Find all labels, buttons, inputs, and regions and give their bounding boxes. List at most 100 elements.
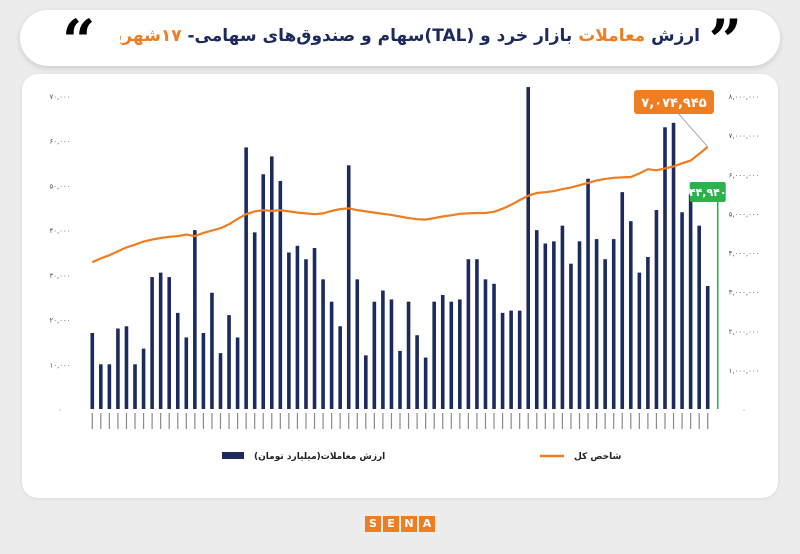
- bar: [483, 279, 488, 409]
- bar-annotation-box: [689, 182, 726, 202]
- x-tick-mark: [707, 413, 709, 429]
- bar: [526, 87, 531, 410]
- right-axis-tick-label: ۱,۰۰۰,۰۰۰: [729, 367, 760, 375]
- x-tick-mark: [254, 413, 256, 429]
- open-quote-icon: “: [62, 7, 96, 75]
- title-part3: بازار خرد و (TAL)سهام و صندوق‌های سهامی-: [187, 26, 573, 46]
- bar: [244, 147, 248, 409]
- bar: [586, 178, 590, 409]
- chart-title: ارزش معاملات بازار خرد و (TAL)سهام و صند…: [120, 26, 700, 46]
- x-tick-mark: [630, 413, 632, 429]
- bar: [475, 259, 479, 409]
- bar: [184, 337, 189, 409]
- x-tick-mark: [690, 413, 692, 429]
- x-tick-mark: [527, 413, 529, 429]
- bar: [697, 225, 701, 409]
- right-axis-tick-label: ۳,۰۰۰,۰۰۰: [729, 289, 760, 297]
- bar: [492, 283, 496, 409]
- x-tick-mark: [407, 413, 410, 429]
- x-tick-mark: [331, 413, 333, 429]
- bar: [458, 299, 462, 409]
- bar: [167, 277, 172, 409]
- x-tick-mark: [604, 413, 606, 429]
- bar: [680, 212, 684, 409]
- bar: [124, 326, 129, 409]
- bar: [99, 364, 103, 409]
- bar: [304, 259, 308, 409]
- bar: [329, 301, 334, 409]
- bar: [569, 263, 573, 409]
- x-tick-mark: [262, 413, 264, 429]
- x-tick-mark: [271, 413, 273, 429]
- bar: [398, 350, 402, 409]
- bar: [654, 210, 659, 409]
- x-tick-mark: [185, 413, 187, 429]
- bar: [210, 292, 214, 409]
- title-part2: معاملات: [578, 26, 646, 46]
- bar: [372, 301, 377, 409]
- x-tick-mark: [647, 413, 649, 429]
- bar: [637, 272, 642, 409]
- right-axis-tick-label: ۸,۰۰۰,۰۰۰: [729, 93, 760, 101]
- bar: [406, 301, 411, 409]
- left-axis-tick-label: ۷۰,۰۰۰: [49, 93, 70, 101]
- x-tick-mark: [160, 413, 162, 429]
- title-bar: “ ارزش معاملات بازار خرد و (TAL)سهام و ص…: [20, 10, 780, 70]
- x-tick-mark: [202, 413, 204, 429]
- x-tick-mark: [450, 413, 452, 429]
- x-tick-mark: [578, 413, 581, 429]
- bar: [364, 355, 368, 409]
- x-tick-mark: [655, 413, 658, 429]
- chart-svg: ۷۰,۰۰۰ ۶۰,۰۰۰ ۵۰,۰۰۰ ۴۰,۰۰۰ ۳۰,۰۰۰ ۲۰,۰۰۰ ۱۰,۰…: [49, 87, 760, 462]
- x-tick-mark: [433, 413, 435, 429]
- x-tick-mark: [279, 413, 281, 429]
- x-tick-mark: [100, 413, 102, 429]
- bar: [543, 243, 548, 409]
- bar: [355, 279, 360, 409]
- bar: [509, 310, 513, 409]
- bar: [346, 165, 351, 409]
- x-tick-mark: [177, 413, 179, 429]
- bar: [158, 272, 163, 409]
- x-tick-mark: [373, 413, 375, 429]
- line-annotation-label: ۷,۰۷۴,۹۴۵: [641, 96, 706, 111]
- legend-line-label: شاخص کل: [574, 452, 622, 462]
- bar: [671, 122, 676, 410]
- x-tick-mark: [245, 413, 247, 429]
- left-axis-tick-label: ۲۰,۰۰۰: [49, 317, 70, 325]
- x-tick-mark: [313, 413, 316, 429]
- index-line: [91, 146, 709, 264]
- line-annotation-leader: [676, 111, 709, 148]
- bar: [312, 248, 317, 409]
- bar: [381, 290, 385, 409]
- x-tick-mark: [168, 413, 170, 429]
- x-tick-mark: [510, 413, 512, 429]
- x-tick-mark: [399, 413, 401, 429]
- bar: [432, 301, 436, 409]
- bar: [449, 301, 454, 409]
- bar: [534, 230, 539, 409]
- x-tick-mark: [194, 413, 196, 429]
- bar: [227, 315, 231, 409]
- x-tick-mark: [288, 413, 290, 429]
- x-tick-mark: [561, 413, 564, 429]
- bar: [201, 332, 206, 409]
- left-axis-tick-label: ۳۰,۰۰۰: [49, 272, 70, 280]
- bar: [321, 279, 325, 409]
- bar: [389, 299, 394, 409]
- x-tick-mark: [416, 413, 418, 429]
- bar: [415, 335, 419, 409]
- x-tick-mark: [476, 413, 478, 429]
- left-axis-tick-label: ۴۰,۰۰۰: [49, 227, 70, 235]
- x-tick-mark: [621, 413, 623, 429]
- line-annotation-box: [634, 90, 714, 114]
- x-tick-mark: [134, 413, 136, 429]
- left-axis-tick-label: ۵۰,۰۰۰: [49, 182, 70, 190]
- x-tick-mark: [664, 413, 666, 429]
- right-axis-tick-label: ۲,۰۰۰,۰۰۰: [729, 328, 760, 336]
- x-tick-mark: [382, 413, 384, 429]
- bar: [628, 221, 633, 409]
- right-axis-tick-label: ۶,۰۰۰,۰۰۰: [729, 171, 760, 179]
- x-tick-mark: [339, 413, 341, 429]
